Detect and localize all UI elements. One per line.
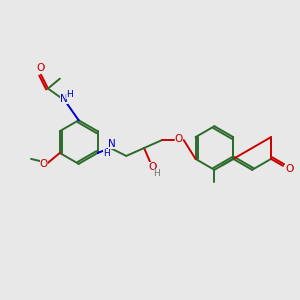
Text: H: H <box>66 90 73 99</box>
Text: O: O <box>148 162 156 172</box>
Text: H: H <box>154 169 160 178</box>
Text: H: H <box>66 90 73 99</box>
Text: H: H <box>154 169 160 178</box>
Text: H: H <box>103 149 110 158</box>
Text: O: O <box>36 63 44 73</box>
Text: N: N <box>107 139 115 149</box>
Text: N: N <box>60 94 68 104</box>
Text: O: O <box>36 63 44 73</box>
Text: O: O <box>175 134 183 144</box>
Text: O: O <box>285 164 293 174</box>
Text: O: O <box>285 164 293 174</box>
Text: O: O <box>148 162 156 172</box>
Text: O: O <box>175 134 183 144</box>
Text: O: O <box>40 159 48 169</box>
Text: N: N <box>60 94 68 104</box>
Text: O: O <box>40 159 48 169</box>
Text: H: H <box>103 149 110 158</box>
Text: N: N <box>107 139 115 149</box>
